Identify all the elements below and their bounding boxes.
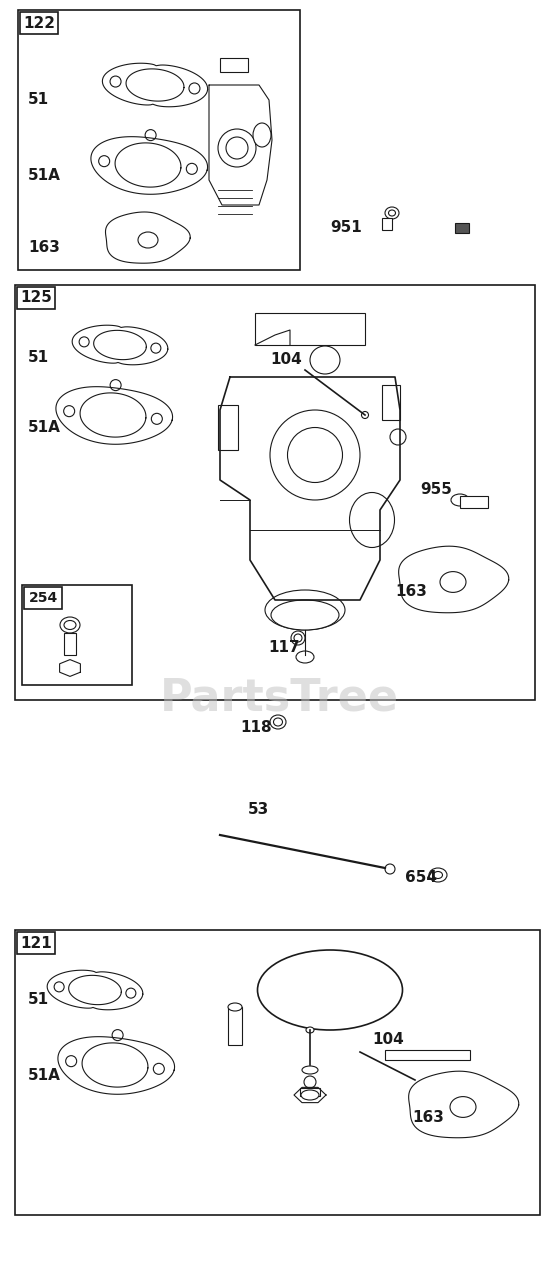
Ellipse shape [226, 137, 248, 159]
Bar [17, 932, 55, 954]
Bar [255, 314, 365, 346]
Text: 654: 654 [405, 870, 437, 886]
Text: 955: 955 [420, 483, 452, 498]
Ellipse shape [304, 1076, 316, 1088]
Ellipse shape [138, 232, 158, 248]
Text: 117: 117 [268, 640, 300, 655]
Ellipse shape [440, 572, 466, 593]
Ellipse shape [186, 164, 198, 174]
Ellipse shape [79, 337, 89, 347]
Bar [228, 1007, 242, 1044]
Ellipse shape [310, 346, 340, 374]
Ellipse shape [385, 864, 395, 874]
Ellipse shape [294, 634, 302, 643]
Ellipse shape [54, 982, 64, 992]
Bar [382, 218, 392, 230]
Ellipse shape [296, 652, 314, 663]
Ellipse shape [287, 428, 343, 483]
Ellipse shape [390, 429, 406, 445]
Ellipse shape [271, 600, 339, 630]
Text: 122: 122 [23, 15, 55, 31]
Bar [220, 58, 248, 72]
Text: 104: 104 [372, 1033, 404, 1047]
Ellipse shape [429, 868, 447, 882]
Ellipse shape [218, 129, 256, 166]
Polygon shape [385, 1050, 470, 1060]
Bar [455, 223, 469, 233]
Ellipse shape [228, 1004, 242, 1011]
Ellipse shape [291, 631, 305, 645]
Ellipse shape [151, 343, 161, 353]
Text: 254: 254 [28, 591, 57, 605]
Bar [22, 585, 132, 685]
Ellipse shape [151, 413, 162, 425]
Ellipse shape [270, 716, 286, 730]
Ellipse shape [451, 494, 469, 506]
Ellipse shape [145, 129, 156, 141]
Ellipse shape [60, 617, 80, 634]
Ellipse shape [64, 621, 76, 630]
Text: 121: 121 [20, 936, 52, 951]
Bar [15, 285, 535, 700]
Ellipse shape [112, 1029, 123, 1041]
Ellipse shape [253, 123, 271, 147]
Text: 51: 51 [28, 351, 49, 366]
Bar [382, 385, 400, 420]
Bar [20, 12, 58, 35]
Ellipse shape [110, 380, 121, 390]
Ellipse shape [306, 1027, 314, 1033]
Ellipse shape [153, 1064, 165, 1074]
Text: 51A: 51A [28, 1068, 61, 1083]
Bar [17, 287, 55, 308]
Ellipse shape [110, 76, 121, 87]
Ellipse shape [66, 1056, 76, 1066]
Text: 163: 163 [28, 241, 60, 256]
Text: 51A: 51A [28, 168, 61, 183]
Ellipse shape [362, 411, 368, 419]
Text: 104: 104 [270, 352, 302, 367]
Text: 118: 118 [240, 721, 272, 736]
Bar [18, 10, 300, 270]
Bar [300, 1088, 320, 1096]
Bar [460, 495, 488, 508]
Ellipse shape [273, 718, 282, 726]
Ellipse shape [265, 590, 345, 630]
Text: 51: 51 [28, 92, 49, 108]
Bar [15, 931, 540, 1215]
Ellipse shape [270, 410, 360, 500]
Bar [218, 404, 238, 451]
Ellipse shape [257, 950, 402, 1030]
Ellipse shape [64, 406, 75, 417]
Text: 51: 51 [28, 992, 49, 1007]
Ellipse shape [99, 156, 110, 166]
Text: 53: 53 [248, 803, 270, 818]
Text: 163: 163 [395, 585, 427, 599]
Text: 951: 951 [330, 220, 362, 236]
Ellipse shape [349, 493, 395, 548]
Ellipse shape [189, 83, 200, 93]
Text: 163: 163 [412, 1111, 444, 1125]
Ellipse shape [434, 872, 442, 878]
Ellipse shape [301, 1091, 319, 1100]
Text: 125: 125 [20, 291, 52, 306]
Text: PartsTree: PartsTree [160, 676, 398, 719]
Ellipse shape [385, 207, 399, 219]
Ellipse shape [450, 1097, 476, 1117]
Ellipse shape [388, 210, 396, 216]
Bar [64, 634, 76, 655]
Text: 51A: 51A [28, 421, 61, 435]
Bar [24, 588, 62, 609]
Ellipse shape [126, 988, 136, 998]
Ellipse shape [302, 1066, 318, 1074]
